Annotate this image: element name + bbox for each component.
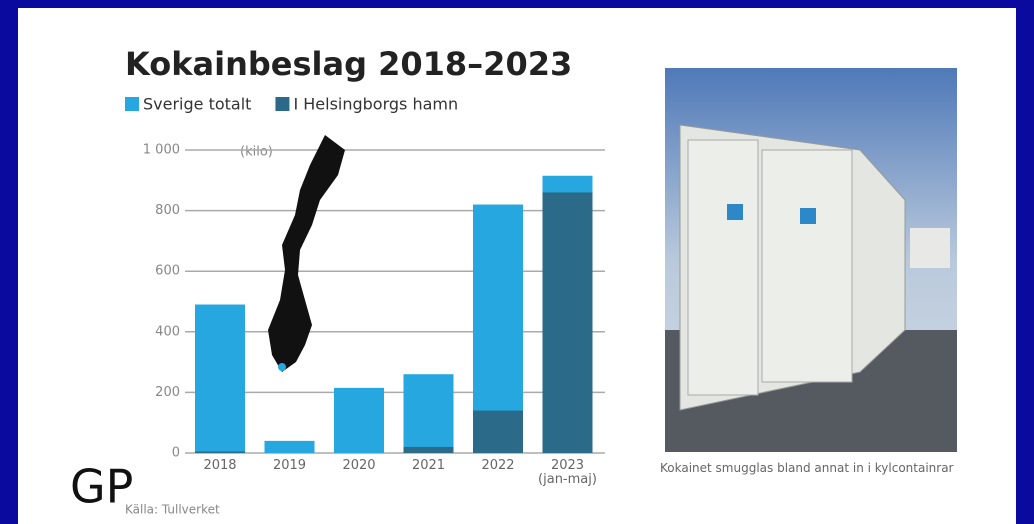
legend-swatch — [275, 97, 290, 111]
source: Källa: Tullverket — [125, 503, 220, 517]
legend-label: I Helsingborgs hamn — [293, 95, 458, 114]
bar — [264, 440, 315, 453]
chart-title: Kokainbeslag 2018–2023 — [125, 45, 572, 83]
x-tick-label: 2019 — [272, 458, 307, 473]
y-tick-label: 1 000 — [143, 143, 180, 158]
logo: GP — [70, 460, 133, 514]
y-tick-label: 600 — [155, 264, 180, 279]
photo — [665, 68, 957, 452]
y-axis-label: (kilo) — [240, 145, 273, 160]
map-marker — [278, 363, 286, 371]
legend-label: Sverige totalt — [143, 95, 251, 114]
caption: Kokainet smugglas bland annat in i kylco… — [660, 461, 954, 475]
y-tick-label: 800 — [155, 203, 180, 218]
caption-text: Kokainet smugglas bland annat in i kylco… — [660, 461, 954, 475]
bar — [334, 387, 384, 453]
bar — [542, 192, 593, 454]
legend-swatch — [125, 97, 139, 111]
bar — [403, 446, 454, 453]
x-tick-label: 2018 — [203, 458, 237, 473]
y-tick-label: 0 — [172, 446, 180, 461]
x-tick-label: 2020 — [342, 458, 376, 473]
bar — [195, 304, 245, 453]
x-tick-label: 2021 — [411, 458, 446, 473]
y-tick-label: 400 — [155, 324, 180, 339]
bar — [195, 451, 245, 453]
x-tick-label: 2023 (jan-maj) — [538, 458, 597, 487]
x-tick-label: 2022 — [481, 458, 515, 473]
y-tick-label: 200 — [155, 385, 180, 400]
bar — [473, 410, 523, 453]
bar — [403, 374, 454, 453]
map — [268, 135, 345, 372]
